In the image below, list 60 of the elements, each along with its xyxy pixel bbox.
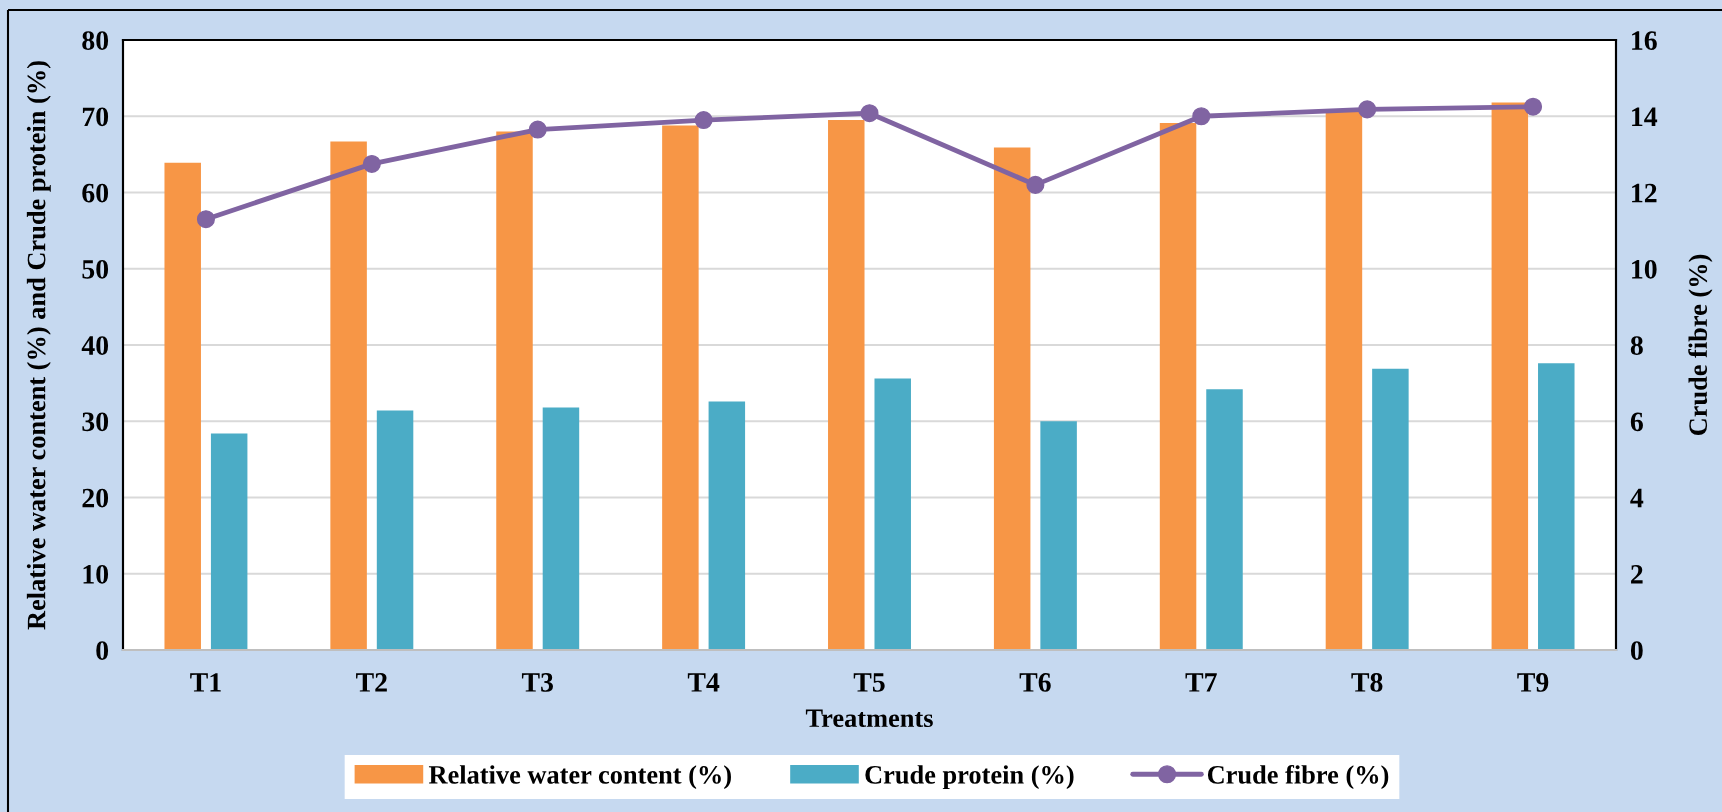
point	[1192, 107, 1211, 126]
x-tick-label: T7	[1185, 673, 1217, 692]
y-tick-label: 60	[82, 183, 109, 203]
x-tick-label: T8	[1351, 673, 1383, 692]
y2-tick-label: 10	[1632, 259, 1657, 279]
x-tick-label: T5	[853, 673, 885, 692]
bar	[708, 401, 746, 650]
y-tick-label: 50	[82, 259, 109, 279]
bar	[1538, 363, 1575, 650]
y-tick-label: 10	[83, 564, 109, 584]
bar	[376, 410, 414, 650]
y-tick-label: 80	[82, 31, 109, 50]
y2-tick-label: 6	[1630, 412, 1643, 432]
point	[1358, 100, 1377, 119]
x-tick-label: T4	[687, 673, 720, 692]
y-tick-label: 30	[82, 412, 109, 432]
bar	[210, 433, 248, 650]
y-tick-label: 20	[82, 488, 109, 508]
y2-axis-title: Crude fibre (%)	[1688, 254, 1713, 436]
point	[860, 104, 879, 123]
bar	[1372, 368, 1409, 650]
point	[362, 154, 381, 173]
y-tick-label: 40	[81, 336, 109, 355]
y-axis-title: Relative water content (%) and Crude protein (%)	[26, 61, 51, 630]
bar	[542, 407, 580, 650]
x-axis-title: Treatments	[805, 709, 933, 728]
legend-label: Relative water content (%)	[428, 765, 731, 790]
legend-label: Crude fibre (%)	[1207, 764, 1389, 790]
bar	[1040, 421, 1077, 650]
y-tick-label: 0	[96, 641, 109, 660]
x-tick-label: T1	[190, 673, 221, 692]
y2-tick-label: 12	[1632, 183, 1657, 203]
bar	[330, 141, 367, 650]
bar	[1159, 123, 1197, 650]
bar	[662, 125, 699, 650]
y2-tick-label: 0	[1630, 641, 1643, 660]
x-tick-label: T6	[1019, 673, 1051, 692]
point	[1524, 97, 1543, 116]
y2-tick-label: 14	[1632, 107, 1658, 126]
bar	[993, 147, 1031, 650]
x-tick-label: T3	[521, 673, 553, 692]
bar	[1491, 102, 1529, 650]
y2-tick-label: 4	[1630, 488, 1644, 508]
y-tick-label: 70	[82, 107, 109, 127]
bar	[874, 378, 911, 650]
bar	[164, 162, 201, 650]
point	[528, 120, 547, 139]
x-tick-label: T2	[356, 673, 387, 692]
bar	[496, 131, 533, 650]
legend-label: Crude protein (%)	[865, 765, 1074, 790]
point	[196, 210, 215, 229]
x-tick-label: T9	[1517, 673, 1549, 692]
bar	[1325, 110, 1363, 650]
bar	[1206, 389, 1243, 650]
point	[694, 111, 713, 130]
bar	[828, 120, 865, 650]
point	[1026, 175, 1045, 194]
y2-tick-label: 8	[1630, 336, 1643, 355]
y2-tick-label: 2	[1631, 564, 1643, 584]
y2-tick-label: 16	[1632, 31, 1657, 50]
